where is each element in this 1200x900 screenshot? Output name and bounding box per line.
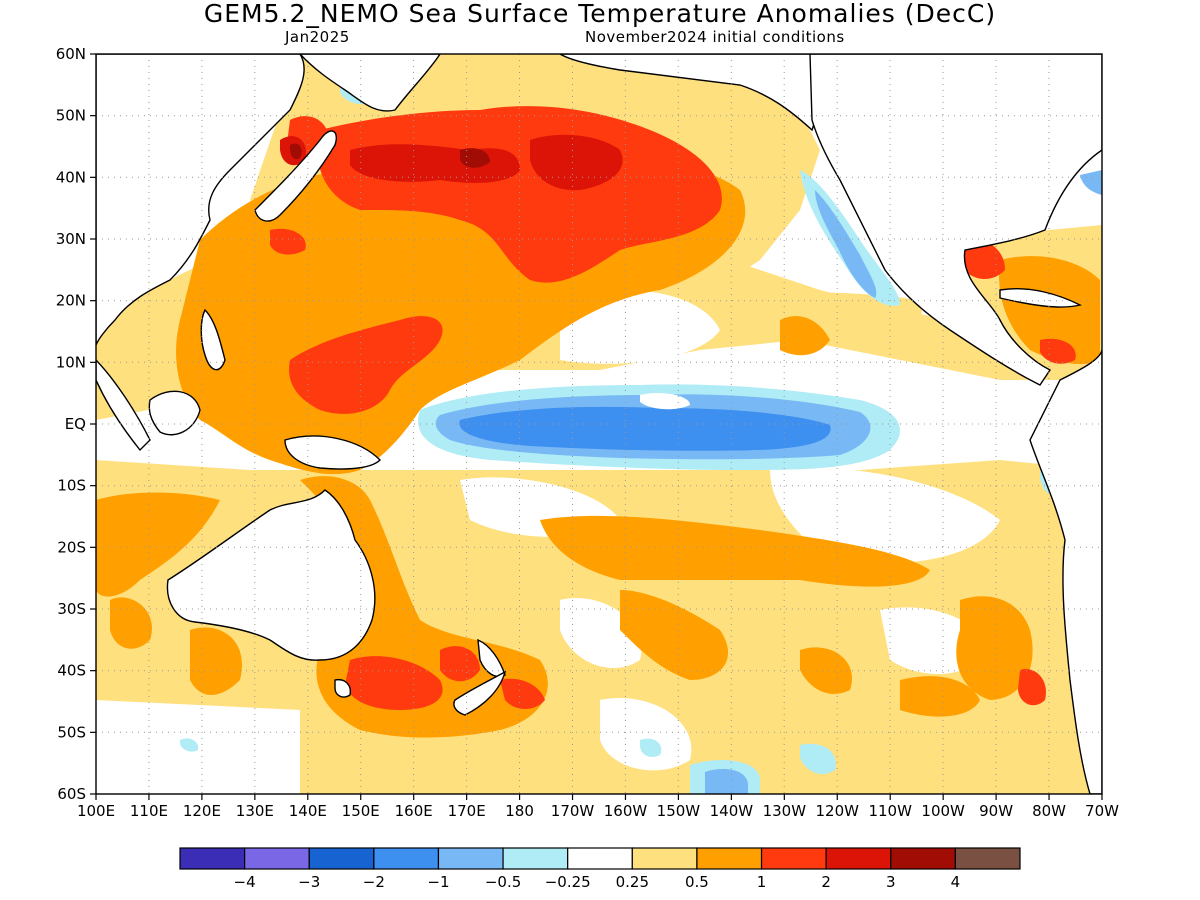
- borneo-land: [148, 390, 201, 436]
- colorbar-label: 2: [821, 873, 831, 891]
- lon-tick-label: 100W: [921, 802, 965, 820]
- lat-tick-label: EQ: [65, 415, 86, 433]
- lon-tick-label: 120E: [183, 802, 221, 820]
- colorbar-swatch: [437, 847, 504, 870]
- lat-tick-label: 30S: [57, 600, 86, 618]
- colorbar-swatch: [760, 847, 827, 870]
- australia-land: [166, 489, 376, 661]
- equatorial-cold-tongue: [418, 384, 900, 470]
- lat-tick-label: 10S: [57, 477, 86, 495]
- kamchatka-land: [299, 54, 441, 112]
- new-guinea-land: [284, 435, 381, 470]
- lon-tick-label: 70W: [1085, 802, 1119, 820]
- colorbar-swatch: [179, 847, 246, 870]
- lon-tick-label: 130W: [763, 802, 807, 820]
- lat-tick-label: 30N: [56, 230, 86, 248]
- chart-title: GEM5.2_NEMO Sea Surface Temperature Anom…: [203, 0, 997, 28]
- colorbar-swatch: [825, 847, 892, 870]
- lon-tick-label: 170W: [551, 802, 595, 820]
- colorbar-label: −0.25: [545, 873, 591, 891]
- colorbar-swatch: [890, 847, 956, 870]
- lat-tick-label: 10N: [56, 353, 86, 371]
- lon-tick-label: 120W: [816, 802, 860, 820]
- lon-tick-label: 140W: [710, 802, 754, 820]
- colorbar-label: 0.5: [685, 873, 709, 891]
- lon-tick-label: 180: [505, 802, 534, 820]
- south-america-land: [1029, 349, 1102, 794]
- lon-tick-label: 100E: [77, 802, 115, 820]
- colorbar-swatch: [373, 847, 440, 870]
- colorbar-label: 3: [886, 873, 896, 891]
- lat-tick-label: 20N: [56, 292, 86, 310]
- colorbar-swatch: [696, 847, 763, 870]
- lat-tick-label: 40S: [57, 662, 86, 680]
- colorbar-swatch: [244, 847, 310, 870]
- colorbar-label: −3: [298, 873, 320, 891]
- colorbar: −4 −3 −2 −1 −0.5 −0.25 0.25 0.5 1 2 3 4: [179, 847, 1021, 891]
- colorbar-label: 4: [951, 873, 961, 891]
- lat-tick-label: 60N: [56, 45, 86, 63]
- lon-tick-label: 150W: [657, 802, 701, 820]
- land-masses: [96, 54, 1102, 794]
- colorbar-label: 0.25: [616, 873, 649, 891]
- asia-mainland: [96, 54, 305, 346]
- colorbar-swatch: [631, 847, 698, 870]
- colorbar-swatch: [567, 847, 633, 870]
- colorbar-swatch: [308, 847, 375, 870]
- lon-tick-label: 150E: [342, 802, 380, 820]
- lon-tick-label: 110E: [130, 802, 168, 820]
- valid-month-label: Jan2025: [285, 28, 350, 46]
- lon-tick-label: 160E: [395, 802, 433, 820]
- colorbar-label: −0.5: [485, 873, 521, 891]
- lat-tick-label: 60S: [57, 785, 86, 803]
- north-america-land: [809, 54, 1102, 386]
- new-zealand-north: [477, 638, 506, 678]
- japan-land: [254, 130, 337, 222]
- lat-tick-label: 50N: [56, 107, 86, 125]
- tasmania-land: [334, 678, 352, 698]
- anomaly-field: [96, 54, 1102, 794]
- lon-tick-label: 110W: [868, 802, 912, 820]
- colorbar-swatch: [502, 847, 569, 870]
- lat-tick-label: 20S: [57, 538, 86, 556]
- colorbar-label: −4: [234, 873, 256, 891]
- sumatra-land: [96, 358, 151, 452]
- lon-tick-label: 90W: [979, 802, 1013, 820]
- new-zealand-south: [453, 670, 507, 716]
- colorbar-swatch: [954, 847, 1021, 870]
- philippines-land: [200, 308, 226, 371]
- lon-tick-label: 160W: [604, 802, 648, 820]
- cuba-land: [999, 287, 1083, 308]
- lon-tick-label: 140E: [289, 802, 327, 820]
- colorbar-label: −1: [427, 873, 449, 891]
- latitude-axis: 60N 50N 40N 30N 20N 10N EQ 10S 20S 30S 40S 50S 60S: [56, 45, 96, 803]
- longitude-axis: 100E 110E 120E 130E 140E 150E 160E 170E 180 170W 1…: [77, 794, 1119, 820]
- colorbar-label: −2: [363, 873, 385, 891]
- lon-tick-label: 80W: [1032, 802, 1066, 820]
- anomaly-level-4: [289, 143, 490, 168]
- lon-tick-label: 170E: [448, 802, 486, 820]
- lon-tick-label: 130E: [236, 802, 274, 820]
- initial-conditions-label: November2024 initial conditions: [585, 28, 845, 46]
- colorbar-label: 1: [757, 873, 767, 891]
- lat-tick-label: 50S: [57, 723, 86, 741]
- lat-tick-label: 40N: [56, 168, 86, 186]
